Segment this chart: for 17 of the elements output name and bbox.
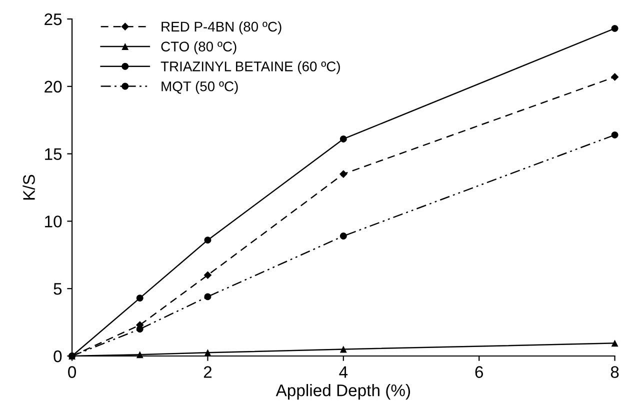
y-tick-label: 25 — [44, 13, 62, 26]
x-tick-label: 6 — [475, 366, 484, 378]
x-tick-label: 2 — [204, 366, 212, 378]
y-tick-label: 15 — [45, 148, 62, 160]
x-tick-label: 0 — [68, 366, 76, 378]
x-tick-label: 8 — [610, 366, 619, 378]
legend-label: MQT (50 ºC) — [162, 81, 238, 94]
y-tick-label: 20 — [44, 80, 62, 93]
y-tick-label: 10 — [45, 216, 62, 228]
legend-label: TRIAZINYL BETAINE (60 ºC) — [160, 61, 340, 74]
y-tick-label: 5 — [54, 283, 62, 295]
x-tick-label: 4 — [339, 366, 348, 378]
y-axis-title: K/S — [22, 174, 35, 200]
x-axis-title: Applied Depth (%) — [276, 384, 410, 400]
y-tick-label: 0 — [54, 350, 62, 362]
legend-label: CTO (80 ºC) — [161, 41, 236, 54]
legend-label: RED P-4BN (80 ºC) — [162, 21, 282, 34]
